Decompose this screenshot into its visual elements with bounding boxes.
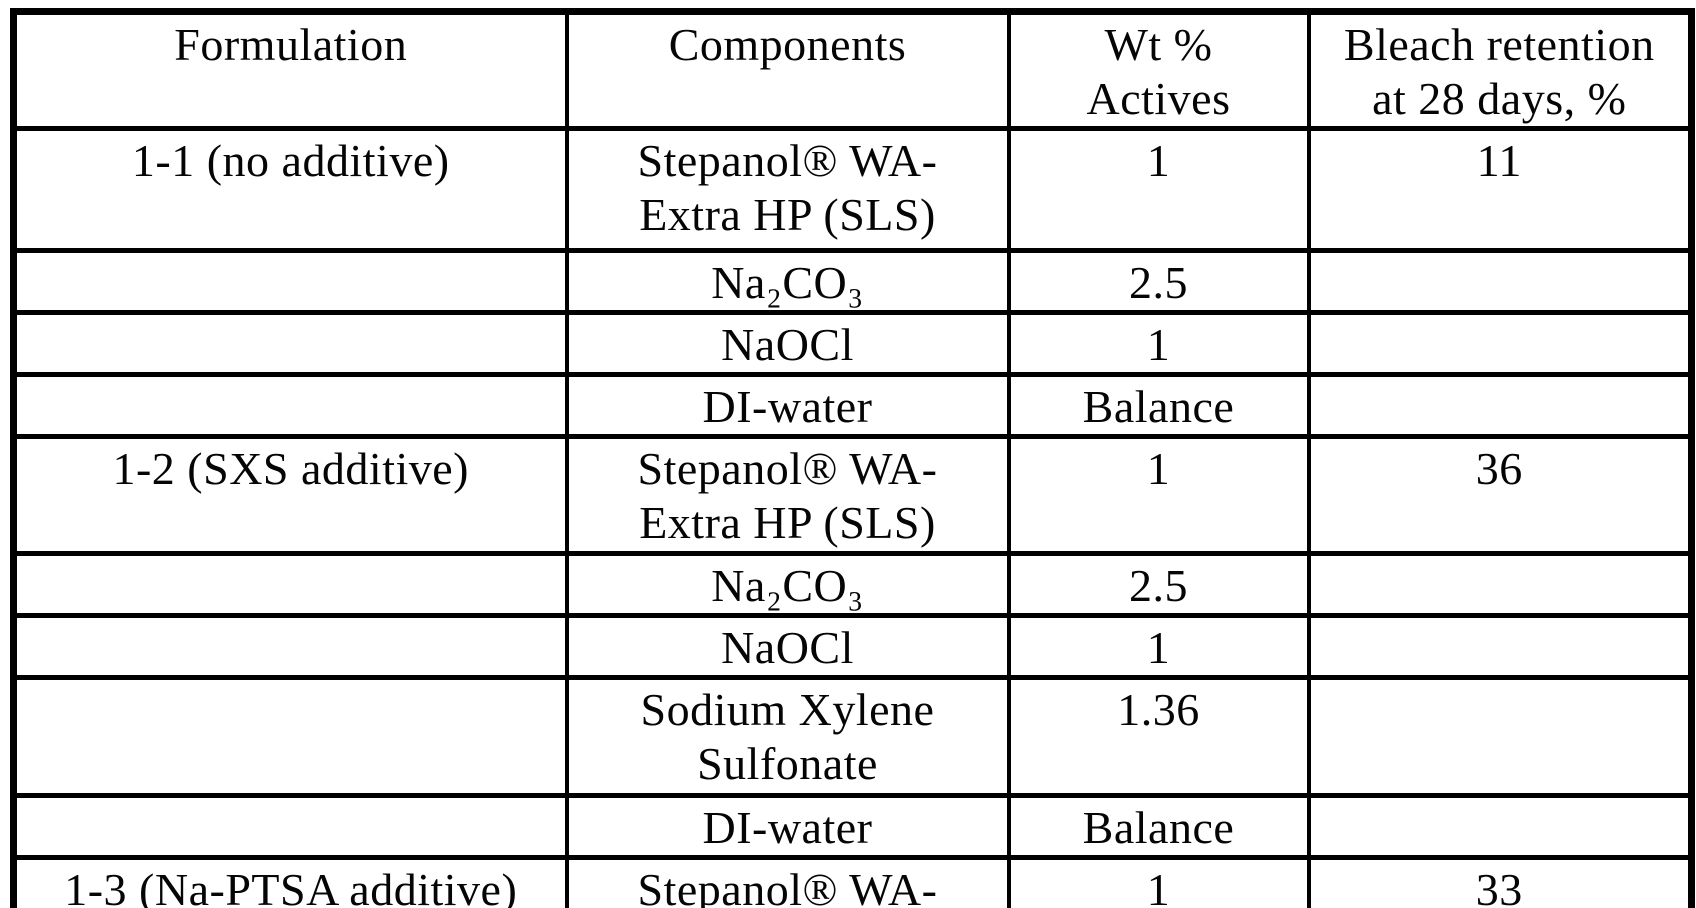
component-cell: NaOCl	[564, 613, 1011, 680]
formulation-cell	[11, 793, 569, 860]
wt-actives-cell: 1	[1006, 613, 1311, 680]
table-row: Sodium Xylene Sulfonate 1.36	[11, 675, 1694, 798]
bleach-retention-cell: 11	[1306, 126, 1694, 253]
formulation-cell: 1-1 (no additive)	[11, 126, 569, 253]
col-header-formulation: Formulation	[11, 9, 569, 131]
formulation-cell	[11, 613, 569, 680]
formulation-cell: 1-2 (SXS additive)	[11, 434, 569, 556]
col-header-bleach-retention: Bleach retention at 28 days, %	[1306, 9, 1694, 131]
table-row: DI-water Balance	[11, 793, 1694, 860]
bleach-retention-cell: 33	[1306, 855, 1694, 908]
formulation-cell	[11, 675, 569, 798]
wt-actives-cell: 1.36	[1006, 675, 1311, 798]
table-row: Na₂CO₃ 2.5	[11, 248, 1694, 315]
wt-actives-cell: 1	[1006, 310, 1311, 377]
component-cell: Stepanol® WA- Extra HP (SLS)	[564, 126, 1011, 253]
table-row: Na₂CO₃ 2.5	[11, 551, 1694, 618]
bleach-retention-cell	[1306, 793, 1694, 860]
wt-actives-cell: 1	[1006, 434, 1311, 556]
bleach-retention-cell	[1306, 372, 1694, 439]
header-row: Formulation Components Wt % Actives Blea…	[11, 9, 1694, 131]
table-row: 1-3 (Na-PTSA additive) Stepanol® WA- 1 3…	[11, 855, 1694, 908]
wt-actives-cell: 2.5	[1006, 248, 1311, 315]
formulation-table: Formulation Components Wt % Actives Blea…	[10, 8, 1695, 908]
wt-actives-cell: Balance	[1006, 793, 1311, 860]
col-header-components: Components	[564, 9, 1011, 131]
formulation-cell	[11, 248, 569, 315]
bleach-retention-cell: 36	[1306, 434, 1694, 556]
component-cell: Na₂CO₃	[564, 551, 1011, 618]
component-cell: DI-water	[564, 372, 1011, 439]
table-row: 1-1 (no additive) Stepanol® WA- Extra HP…	[11, 126, 1694, 253]
wt-actives-cell: 1	[1006, 855, 1311, 908]
scanned-document-page: Formulation Components Wt % Actives Blea…	[0, 8, 1696, 908]
wt-actives-cell: 1	[1006, 126, 1311, 253]
component-cell: DI-water	[564, 793, 1011, 860]
table-row: DI-water Balance	[11, 372, 1694, 439]
formulation-cell	[11, 551, 569, 618]
bleach-retention-cell	[1306, 551, 1694, 618]
component-cell: Stepanol® WA- Extra HP (SLS)	[564, 434, 1011, 556]
component-cell: Stepanol® WA-	[564, 855, 1011, 908]
formulation-cell	[11, 310, 569, 377]
wt-actives-cell: Balance	[1006, 372, 1311, 439]
component-cell: Sodium Xylene Sulfonate	[564, 675, 1011, 798]
component-cell: NaOCl	[564, 310, 1011, 377]
table-row: NaOCl 1	[11, 613, 1694, 680]
table-row: 1-2 (SXS additive) Stepanol® WA- Extra H…	[11, 434, 1694, 556]
bleach-retention-cell	[1306, 613, 1694, 680]
wt-actives-cell: 2.5	[1006, 551, 1311, 618]
bleach-retention-cell	[1306, 248, 1694, 315]
bleach-retention-cell	[1306, 675, 1694, 798]
bleach-retention-cell	[1306, 310, 1694, 377]
table-row: NaOCl 1	[11, 310, 1694, 377]
formulation-cell	[11, 372, 569, 439]
formulation-cell: 1-3 (Na-PTSA additive)	[11, 855, 569, 908]
component-cell: Na₂CO₃	[564, 248, 1011, 315]
col-header-wt-actives: Wt % Actives	[1006, 9, 1311, 131]
